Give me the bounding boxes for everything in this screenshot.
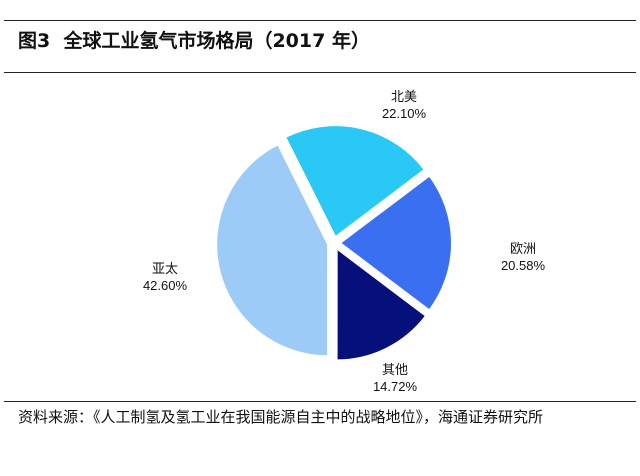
slice-label: 欧洲: [510, 241, 536, 256]
slice-label: 亚太: [152, 261, 178, 276]
chart-title: 图3 全球工业氢气市场格局（2017 年）: [18, 30, 370, 52]
slice-label: 其他: [382, 362, 408, 377]
pie-chart: 北美 22.10% 欧洲 20.58% 其他 14.72% 亚太 42.60%: [143, 89, 546, 394]
slice-value-label: 22.10%: [382, 106, 427, 121]
slice-value-label: 20.58%: [501, 258, 546, 273]
pie-slice-0: [283, 124, 427, 239]
pie-slice-1: [338, 174, 453, 312]
source-note: 资料来源：《人工制氢及氢工业在我国能源自主中的战略地位》，海通证券研究所: [18, 408, 544, 426]
slice-value-label: 42.60%: [143, 278, 188, 293]
top-rule: [4, 20, 636, 21]
bottom-rule: [4, 401, 636, 402]
title-rule: [4, 72, 636, 73]
pie-slice-2: [335, 246, 428, 362]
slice-value-label: 14.72%: [373, 379, 418, 394]
slice-label: 北美: [391, 89, 417, 104]
pie-slice-3: [215, 142, 330, 358]
